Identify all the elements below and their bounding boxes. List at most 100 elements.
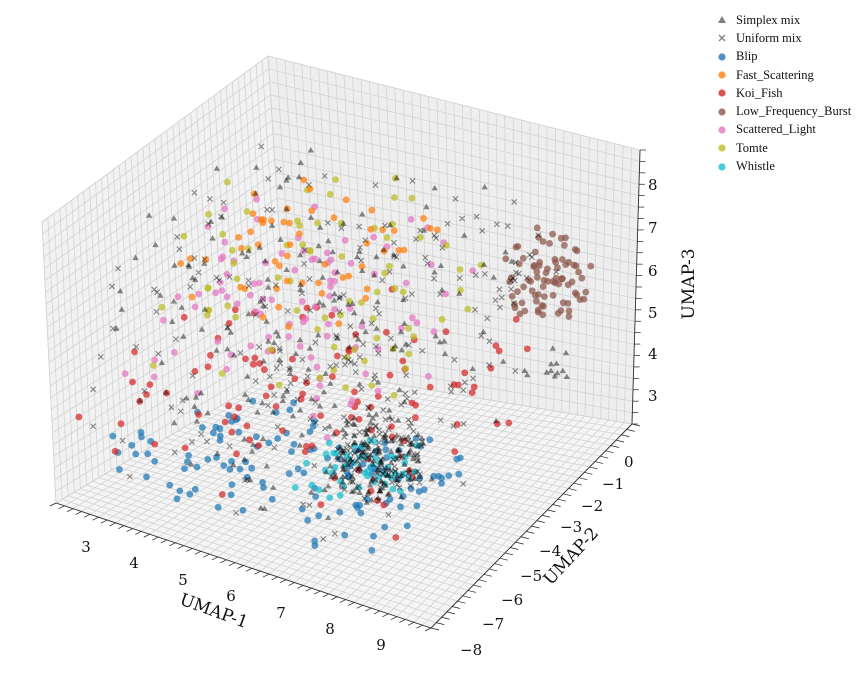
- data-point: [195, 269, 202, 276]
- legend-label: Uniform mix: [736, 30, 802, 45]
- data-point: [294, 465, 302, 473]
- data-point: [279, 427, 286, 434]
- y-tick-label: −4: [539, 542, 561, 560]
- data-point: [223, 270, 231, 278]
- data-point: [392, 476, 400, 483]
- data-point: [505, 419, 513, 427]
- data-point: [376, 427, 383, 434]
- data-point: [431, 269, 438, 275]
- data-point: [403, 372, 410, 379]
- data-point: [296, 336, 304, 343]
- data-point: [268, 296, 276, 304]
- data-point: [356, 248, 363, 254]
- data-point: [512, 316, 520, 323]
- data-point: [126, 473, 133, 480]
- data-point: [248, 464, 256, 472]
- data-point: [115, 265, 122, 272]
- data-point: [392, 470, 399, 477]
- data-point: [356, 381, 363, 387]
- data-point: [170, 298, 177, 304]
- data-point: [375, 466, 382, 472]
- data-point: [323, 332, 331, 340]
- z-tick-label: 3: [648, 387, 658, 405]
- legend-label: Koi_Fish: [736, 85, 783, 100]
- series-fast-scattering: [177, 176, 441, 330]
- data-point: [383, 328, 390, 336]
- data-point: [442, 328, 450, 336]
- data-point: [367, 419, 374, 425]
- data-point: [262, 392, 270, 400]
- data-point: [311, 462, 318, 469]
- data-point: [345, 272, 352, 280]
- data-point: [380, 247, 388, 255]
- data-point: [439, 244, 446, 251]
- data-point: [496, 286, 503, 293]
- data-point: [297, 407, 304, 413]
- data-point: [358, 263, 366, 270]
- data-point: [336, 308, 343, 315]
- data-point: [143, 473, 150, 481]
- data-point: [386, 221, 394, 228]
- data-point: [274, 423, 281, 430]
- data-point: [369, 461, 377, 467]
- data-point: [370, 270, 378, 278]
- data-point: [357, 453, 364, 461]
- data-point: [191, 485, 199, 493]
- data-point: [242, 458, 250, 466]
- data-point: [399, 492, 407, 500]
- data-point: [369, 475, 376, 482]
- data-point: [367, 225, 375, 233]
- data-point: [252, 433, 260, 440]
- data-point: [351, 388, 358, 396]
- data-point: [302, 315, 310, 323]
- data-point: [128, 441, 136, 449]
- data-point: [519, 254, 527, 262]
- data-point: [331, 530, 338, 537]
- data-point: [339, 274, 347, 281]
- data-point: [492, 342, 500, 350]
- data-point: [473, 213, 480, 220]
- data-point: [227, 351, 235, 359]
- series-simplex-mix: [113, 147, 570, 521]
- data-point: [223, 293, 231, 301]
- data-point: [334, 334, 341, 341]
- data-point: [394, 446, 401, 453]
- data-point: [204, 456, 212, 463]
- data-point: [490, 274, 497, 280]
- data-point: [533, 297, 540, 305]
- data-point: [227, 491, 235, 499]
- data-point: [401, 398, 408, 405]
- data-point: [322, 425, 329, 432]
- z-tick-label: 8: [648, 176, 658, 194]
- data-point: [359, 449, 366, 456]
- z-axis-label: UMAP-3: [679, 248, 699, 319]
- data-point: [316, 374, 324, 382]
- data-point: [365, 404, 372, 411]
- data-point: [131, 348, 138, 356]
- data-point: [336, 293, 344, 300]
- data-point: [355, 415, 363, 423]
- data-point: [348, 413, 355, 421]
- data-point: [283, 386, 290, 393]
- data-point: [204, 285, 212, 292]
- data-point: [344, 461, 352, 468]
- data-point: [386, 466, 394, 473]
- data-point: [502, 255, 510, 263]
- data-point: [133, 343, 140, 350]
- data-point: [493, 221, 500, 228]
- data-point: [340, 466, 347, 472]
- data-point: [257, 505, 265, 511]
- data-point: [285, 333, 293, 340]
- data-point: [486, 338, 493, 345]
- data-point: [326, 423, 333, 429]
- data-point: [283, 266, 290, 272]
- data-point: [350, 459, 358, 467]
- x-tick-label: 4: [129, 554, 139, 572]
- data-point: [397, 487, 404, 495]
- data-point: [549, 230, 556, 238]
- data-point: [302, 378, 309, 385]
- data-point: [297, 395, 305, 403]
- data-point: [406, 423, 413, 430]
- data-point: [376, 449, 383, 456]
- data-point: [392, 468, 399, 475]
